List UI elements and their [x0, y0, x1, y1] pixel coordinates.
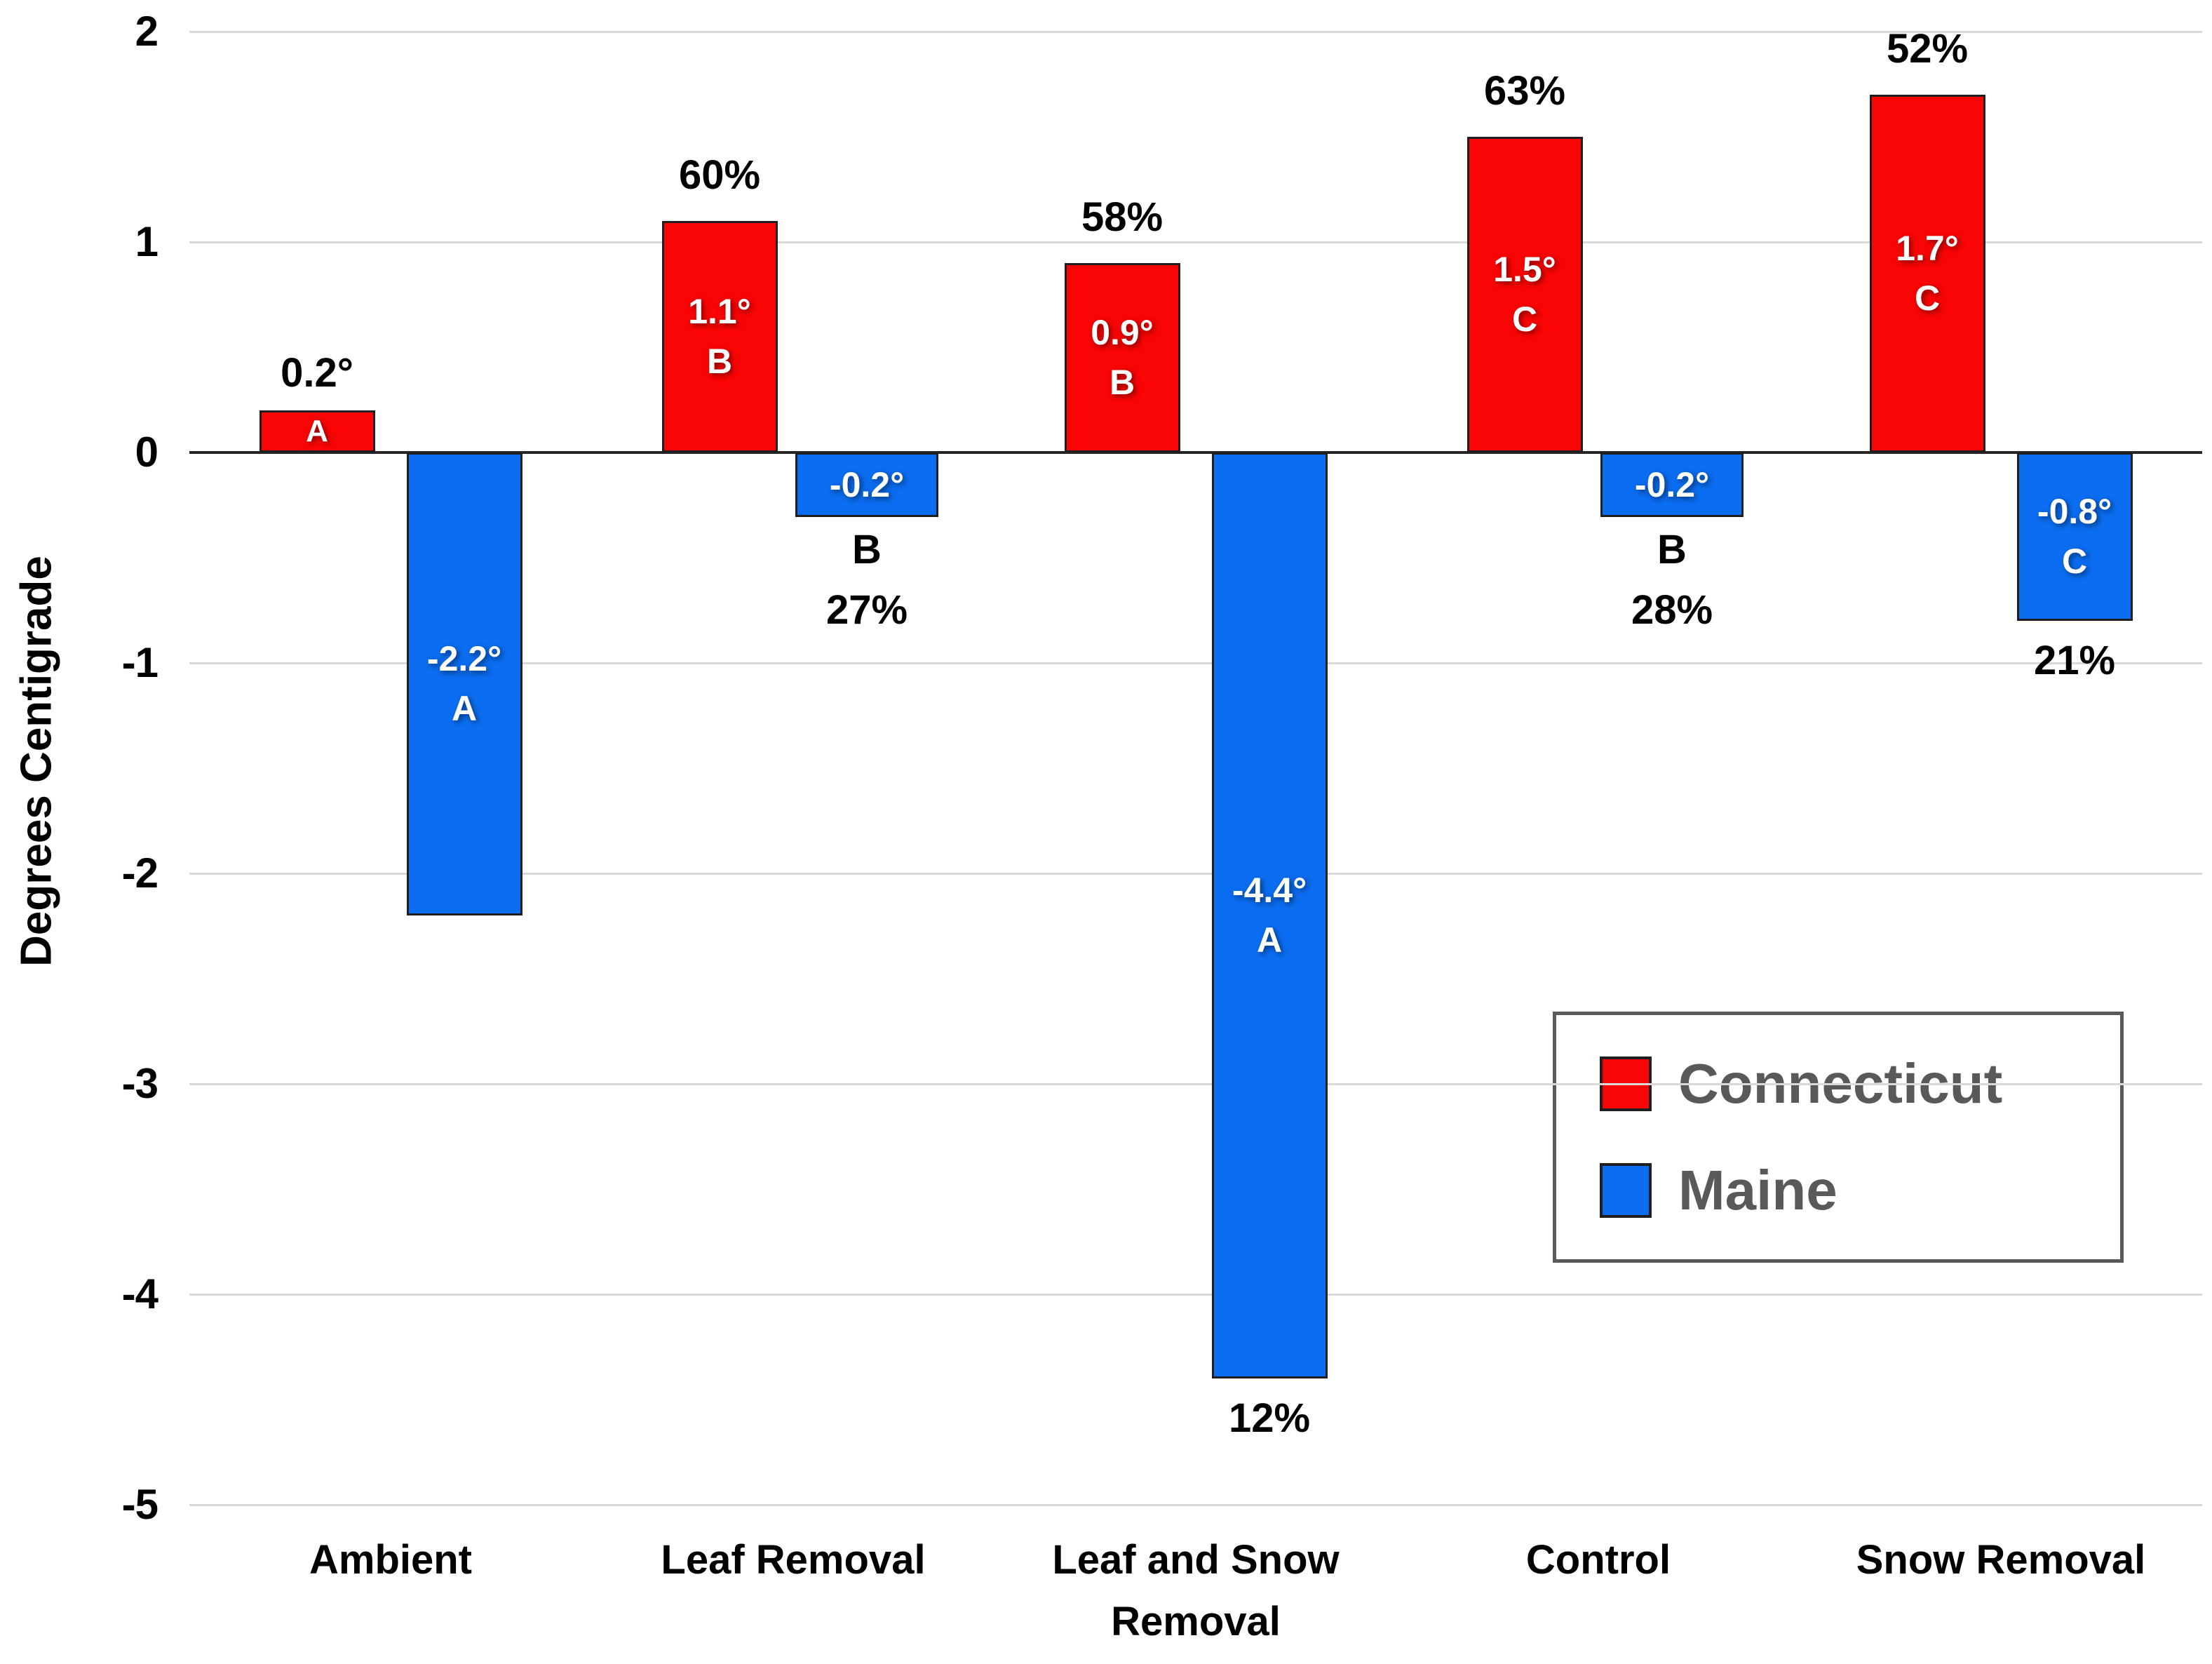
bar-data-label: -0.2°	[1600, 452, 1744, 517]
bar-value-label: 1.1°	[688, 292, 751, 331]
y-tick-label: -3	[121, 1060, 159, 1107]
bar	[406, 452, 522, 915]
y-tick-label: 2	[135, 8, 159, 55]
bar-value-label: 0.9°	[1091, 313, 1154, 352]
bar-value-label: -0.8°	[2037, 492, 2112, 531]
bar	[1064, 263, 1180, 452]
bar	[1211, 452, 1328, 1378]
bar-letter-label: A	[306, 413, 328, 448]
y-tick-label: -2	[121, 850, 159, 897]
legend-box: Connecticut Maine	[1553, 1012, 2124, 1263]
legend-swatch-maine-icon	[1600, 1163, 1652, 1218]
bar-data-label: 1.7° C	[1870, 95, 1985, 452]
bar-letter-label: B	[1109, 363, 1135, 402]
x-tick-label: Leaf and Snow Removal	[1052, 1537, 1340, 1644]
bar-data-label: 1.1° B	[662, 221, 778, 452]
bar	[259, 410, 375, 452]
pct-label: 28%	[1631, 587, 1713, 633]
legend-label: Maine	[1678, 1159, 1837, 1221]
gridline	[189, 1083, 2202, 1085]
pct-label: 27%	[825, 587, 908, 633]
bar	[661, 221, 778, 452]
bar-data-label: 1.5° C	[1467, 137, 1583, 452]
bar-value-label: 0.2°	[281, 350, 353, 396]
pct-label: 52%	[1886, 26, 1969, 72]
gridline	[189, 1504, 2202, 1506]
bar-data-label: 0.9° B	[1065, 263, 1180, 452]
bar-data-label: -4.4° A	[1212, 452, 1328, 1378]
bar-value-label: -2.2°	[426, 639, 502, 678]
bar-letter-label: C	[1511, 300, 1538, 339]
pct-label: 58%	[1081, 194, 1164, 240]
pct-label: 21%	[2033, 638, 2116, 683]
x-tick-label: Ambient	[309, 1537, 472, 1583]
zero-line	[189, 451, 2202, 454]
bar-letter-label: C	[1914, 279, 1941, 318]
bar-letter-label: A	[451, 689, 478, 728]
gridline	[189, 873, 2202, 875]
y-tick-label: 1	[135, 218, 159, 265]
gridline	[189, 31, 2202, 33]
bar-data-label: -0.8° C	[2017, 452, 2133, 621]
y-tick-label: 0	[135, 429, 159, 476]
pct-label: 63%	[1483, 68, 1566, 114]
bar-letter-label: B	[706, 342, 733, 381]
y-tick-label: -4	[121, 1270, 159, 1317]
bar-letter-label: B	[852, 527, 882, 572]
bar	[1869, 95, 1985, 452]
gridline	[189, 662, 2202, 664]
pct-label: 12%	[1228, 1395, 1311, 1441]
gridline	[189, 1294, 2202, 1296]
y-axis-title: Degrees Centigrade	[12, 556, 61, 967]
bar-value-label: 1.7°	[1896, 229, 1959, 268]
bar-letter-label: C	[2061, 542, 2088, 581]
gridline	[189, 241, 2202, 243]
bar-value-label: 1.5°	[1493, 250, 1556, 289]
bar-data-label: -2.2° A	[407, 452, 522, 915]
legend-entry: Maine	[1600, 1162, 2106, 1219]
y-tick-label: -5	[121, 1481, 159, 1528]
y-tick-label: -1	[121, 639, 159, 686]
bar	[1466, 137, 1583, 452]
bar-letter-label: B	[1657, 527, 1687, 572]
bar-data-label: -0.2°	[795, 452, 938, 517]
x-tick-label: Snow Removal	[1856, 1537, 2146, 1583]
bar	[2016, 452, 2133, 621]
bar-value-label: -4.4°	[1232, 871, 1307, 910]
bar-letter-label: A	[1256, 920, 1283, 960]
x-tick-label: Control	[1525, 1537, 1671, 1583]
pct-label: 60%	[678, 152, 761, 198]
x-tick-label: Leaf Removal	[661, 1537, 926, 1583]
